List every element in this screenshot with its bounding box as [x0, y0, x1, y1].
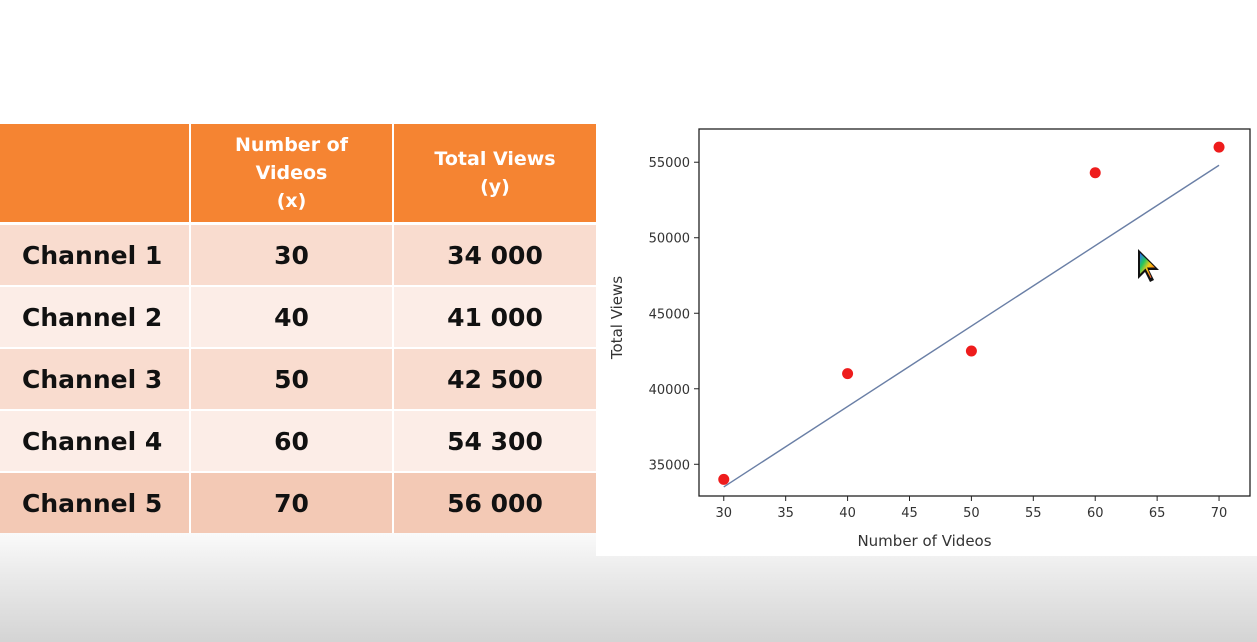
x-tick-label: 65	[1149, 506, 1166, 521]
channel-name: Channel 3	[0, 348, 191, 411]
header-videos-line: Videos	[255, 162, 328, 184]
x-tick-label: 45	[901, 506, 918, 521]
data-table: Number of Videos (x) Total Views (y) Cha…	[0, 124, 596, 533]
views-cell: 34 000	[393, 223, 596, 287]
videos-cell: 50	[190, 348, 394, 411]
regression-line	[723, 164, 1220, 488]
x-tick-label: 30	[715, 506, 732, 521]
header-views: Total Views (y)	[393, 124, 596, 225]
data-point	[1213, 141, 1225, 153]
x-tick-label: 50	[963, 506, 980, 521]
header-videos-line: Number of	[234, 134, 349, 156]
data-point	[718, 473, 730, 485]
header-videos-line: (x)	[276, 190, 307, 212]
header-blank	[0, 124, 191, 225]
views-cell: 54 300	[393, 410, 596, 473]
data-table-panel: Number of Videos (x) Total Views (y) Cha…	[0, 124, 596, 533]
header-videos: Number of Videos (x)	[190, 124, 394, 225]
rainbow-pointer-icon	[1138, 249, 1159, 282]
channel-name: Channel 1	[0, 223, 191, 287]
x-tick-label: 55	[1025, 506, 1042, 521]
y-tick-label: 50000	[649, 232, 690, 247]
channel-name: Channel 5	[0, 472, 191, 533]
data-point	[965, 345, 977, 357]
y-tick-label: 40000	[649, 383, 690, 398]
table-row: Channel 1 30 34 000	[0, 223, 596, 287]
x-tick-label: 35	[777, 506, 794, 521]
x-axis-label: Number of Videos	[857, 532, 991, 550]
channel-name: Channel 2	[0, 286, 191, 349]
videos-cell: 30	[190, 223, 394, 287]
table-row: Channel 4 60 54 300	[0, 410, 596, 473]
x-tick-label: 60	[1087, 506, 1104, 521]
y-axis-label: Total Views	[608, 276, 626, 360]
data-point	[1089, 167, 1101, 179]
y-tick-label: 35000	[649, 458, 690, 473]
header-views-line: Total Views	[434, 148, 556, 170]
header-views-line: (y)	[480, 176, 510, 198]
views-cell: 42 500	[393, 348, 596, 411]
views-cell: 41 000	[393, 286, 596, 349]
x-tick-label: 70	[1211, 506, 1228, 521]
table-row: Channel 3 50 42 500	[0, 348, 596, 411]
table-row: Channel 2 40 41 000	[0, 286, 596, 349]
y-tick-label: 45000	[649, 307, 690, 322]
views-cell: 56 000	[393, 472, 596, 533]
table-header-row: Number of Videos (x) Total Views (y)	[0, 124, 596, 225]
table-row: Channel 5 70 56 000	[0, 472, 596, 533]
scatter-chart: 30 35 40 45 50 55 60 65 70 35000 40000 45000 50000 55…	[608, 128, 1251, 550]
data-point	[842, 368, 854, 380]
scatter-chart-panel: 30 35 40 45 50 55 60 65 70 35000 40000 45000 50000 55…	[596, 124, 1257, 556]
videos-cell: 60	[190, 410, 394, 473]
channel-name: Channel 4	[0, 410, 191, 473]
videos-cell: 40	[190, 286, 394, 349]
x-tick-label: 40	[839, 506, 856, 521]
y-tick-label: 55000	[649, 156, 690, 171]
plot-frame	[698, 128, 1251, 497]
videos-cell: 70	[190, 472, 394, 533]
cursor-fill	[1140, 253, 1155, 278]
